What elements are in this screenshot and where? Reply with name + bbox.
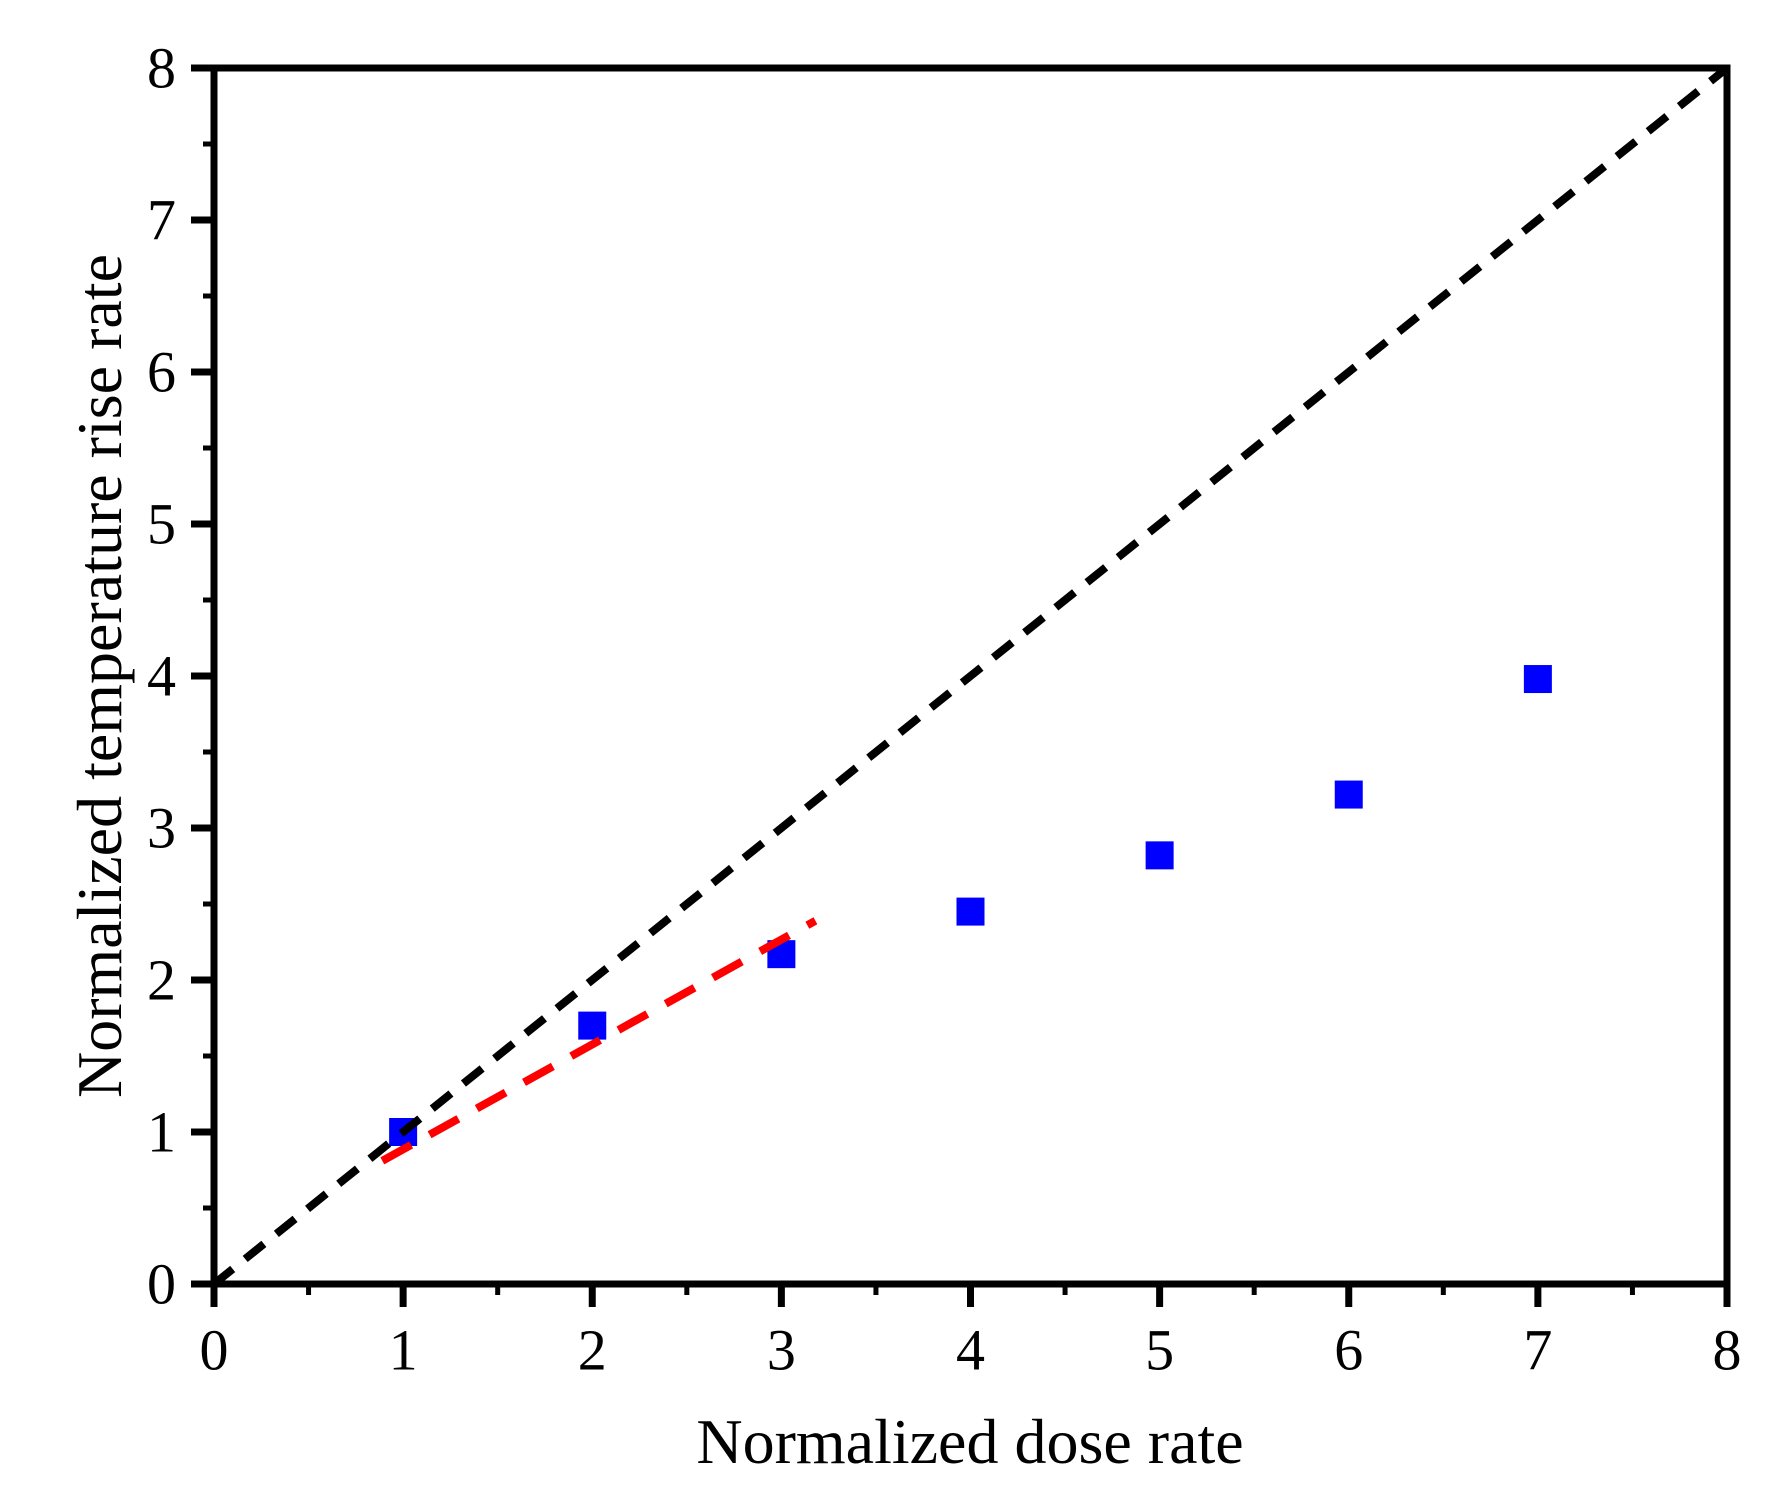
y-tick-label: 5 bbox=[147, 492, 176, 557]
y-axis-title: Normalized temperature rise rate bbox=[64, 254, 135, 1098]
y-tick-label: 7 bbox=[147, 188, 176, 253]
data-point-square bbox=[956, 897, 985, 926]
x-tick-label: 4 bbox=[956, 1318, 985, 1383]
x-tick-label: 8 bbox=[1713, 1318, 1742, 1383]
data-point-square bbox=[1523, 665, 1552, 694]
linear-fit-line bbox=[380, 917, 818, 1165]
x-axis-title: Normalized dose rate bbox=[696, 1406, 1244, 1477]
y-tick-label: 6 bbox=[147, 340, 176, 405]
x-tick-label: 1 bbox=[389, 1318, 418, 1383]
y-tick-label: 4 bbox=[147, 644, 176, 709]
x-tick-label: 7 bbox=[1523, 1318, 1552, 1383]
y-tick-label: 3 bbox=[147, 796, 176, 861]
y-tick-label: 1 bbox=[147, 1100, 176, 1165]
y-tick-label: 0 bbox=[147, 1252, 176, 1317]
data-point-square bbox=[1145, 841, 1174, 870]
data-points-layer bbox=[389, 665, 1552, 1146]
identity-line bbox=[211, 64, 1730, 1288]
data-point-square bbox=[578, 1011, 607, 1040]
x-tick-label: 6 bbox=[1334, 1318, 1363, 1383]
lines-layer bbox=[211, 64, 1730, 1288]
y-tick-label: 8 bbox=[147, 36, 176, 101]
data-point-square bbox=[1334, 780, 1363, 809]
x-tick-label: 2 bbox=[578, 1318, 607, 1383]
x-tick-label: 3 bbox=[767, 1318, 796, 1383]
x-tick-label: 5 bbox=[1145, 1318, 1174, 1383]
x-tick-label: 0 bbox=[200, 1318, 229, 1383]
ticks-layer: 0 1 2 3 4 5 6 7 8 0 1 2 3 4 5 6 7 8 bbox=[147, 36, 1742, 1383]
y-tick-label: 2 bbox=[147, 948, 176, 1013]
